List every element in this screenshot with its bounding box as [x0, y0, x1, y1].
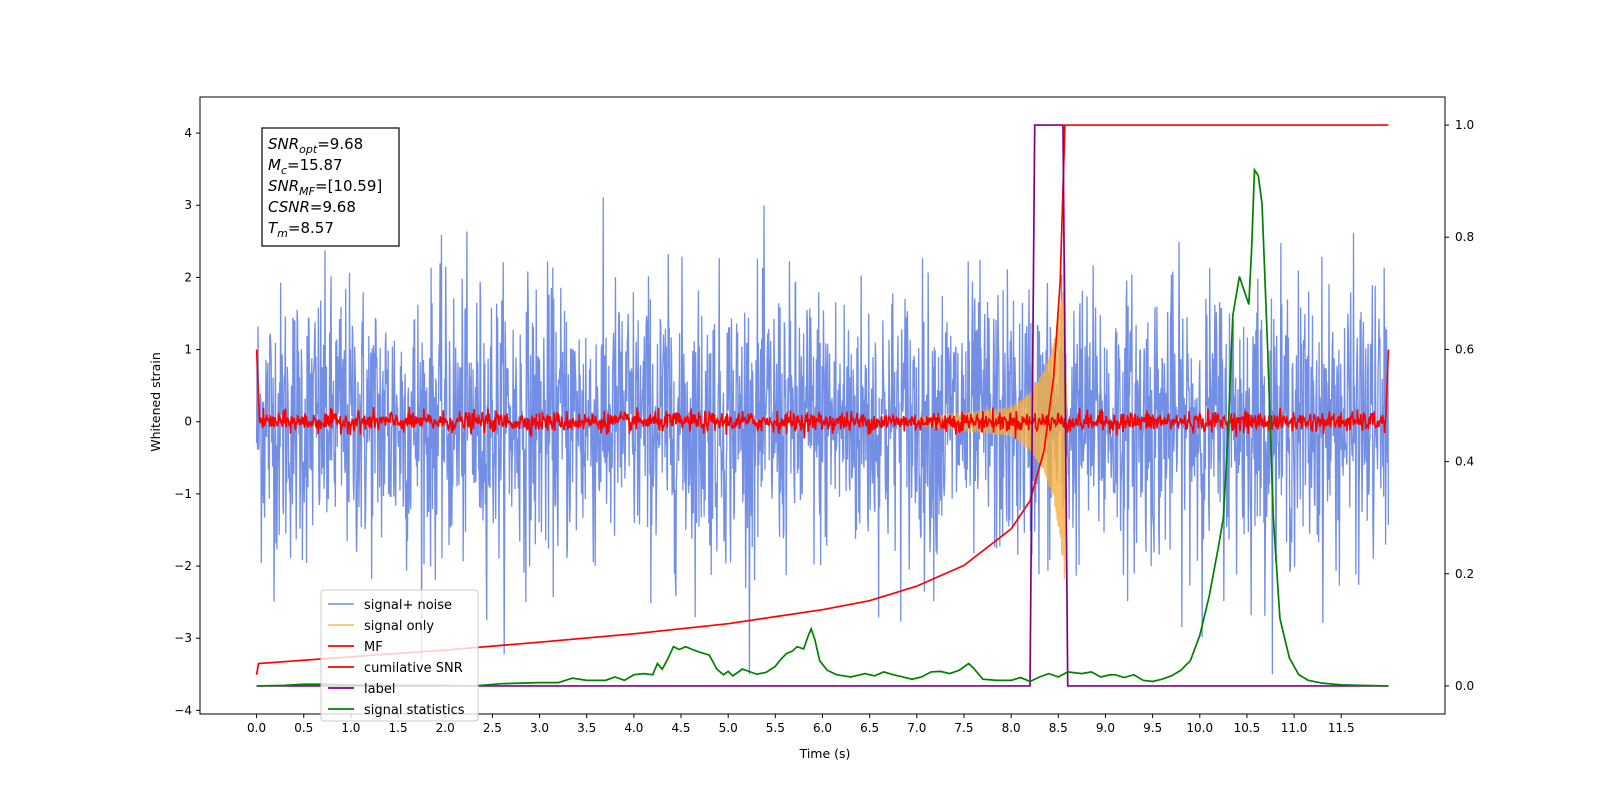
y-tick-label-right: 1.0 [1455, 118, 1474, 132]
x-tick-label: 2.5 [483, 721, 502, 735]
legend-label: MF [364, 640, 383, 655]
annotation-line: SNRopt=9.68 [268, 135, 363, 156]
x-tick-label: 10.5 [1234, 721, 1261, 735]
x-tick-label: 11.0 [1281, 721, 1308, 735]
x-tick-label: 4.0 [624, 721, 643, 735]
legend-frame [320, 589, 479, 722]
x-tick-label: 11.5 [1328, 721, 1355, 735]
y-tick-label-left: −4 [174, 703, 192, 717]
x-tick-label: 5.5 [766, 721, 785, 735]
x-tick-label: 1.5 [389, 721, 408, 735]
annotation-line: Mc=15.87 [268, 156, 343, 177]
y-tick-label-right: 0.2 [1455, 567, 1474, 581]
y-tick-label-right: 0.6 [1455, 342, 1474, 356]
x-axis-title: Time (s) [799, 746, 851, 761]
legend-label: signal only [364, 619, 434, 634]
x-tick-label: 0.0 [247, 721, 266, 735]
annotation-line: CSNR=9.68 [268, 198, 356, 216]
signal-noise-line [255, 197, 1390, 675]
signal-statistics-line [256, 167, 1389, 687]
y-tick-label-left: 3 [184, 198, 192, 212]
x-tick-label: 7.5 [954, 721, 973, 735]
x-tick-label: 9.5 [1143, 721, 1162, 735]
x-tick-label: 0.5 [294, 721, 313, 735]
y-tick-label-right: 0.4 [1455, 455, 1474, 469]
legend-label: signal statistics [364, 703, 465, 718]
axes: 0.0 0.5 1.0 1.5 2.0 2.5 3.0 3.5 4.0 4.5 5.0 5.5 6.0 6… [174, 96, 1474, 735]
y-tick-label-left: −3 [174, 631, 192, 645]
y-tick-label-right: 0.0 [1455, 679, 1474, 693]
legend: signal+ noise signal only MF cumilative SNR… [320, 589, 479, 722]
signal-only-line [916, 261, 1069, 580]
stats-annotation-box: SNRopt=9.68Mc=15.87SNRMF=[10.59]CSNR=9.6… [261, 127, 400, 247]
y-tick-label-left: 0 [184, 415, 192, 429]
legend-label: signal+ noise [364, 598, 452, 613]
x-tick-label: 6.5 [860, 721, 879, 735]
label-line [256, 124, 1389, 687]
x-tick-label: 8.0 [1002, 721, 1021, 735]
legend-label: cumilative SNR [364, 661, 463, 676]
mf-line [255, 349, 1390, 439]
x-tick-label: 4.5 [671, 721, 690, 735]
y-axis-title: Whitened strain [148, 352, 163, 451]
annotation-frame [261, 127, 400, 247]
x-tick-label: 7.0 [907, 721, 926, 735]
y-tick-label-left: −2 [174, 559, 192, 573]
y-tick-label-left: −1 [174, 487, 192, 501]
y-tick-label-left: 4 [184, 126, 192, 140]
x-tick-label: 9.0 [1096, 721, 1115, 735]
x-tick-label: 5.0 [719, 721, 738, 735]
x-tick-label: 3.5 [577, 721, 596, 735]
x-tick-label: 2.0 [436, 721, 455, 735]
x-tick-label: 8.5 [1049, 721, 1068, 735]
x-tick-label: 6.0 [813, 721, 832, 735]
x-tick-label: 1.0 [341, 721, 360, 735]
x-tick-label: 10.0 [1186, 721, 1213, 735]
y-tick-label-left: 2 [184, 270, 192, 284]
y-tick-label-right: 0.8 [1455, 230, 1474, 244]
annotation-line: SNRMF=[10.59] [268, 177, 382, 198]
annotation-line: Tm=8.57 [268, 219, 334, 240]
legend-label: label [364, 682, 395, 697]
x-tick-label: 3.0 [530, 721, 549, 735]
y-tick-label-left: 1 [184, 343, 192, 357]
